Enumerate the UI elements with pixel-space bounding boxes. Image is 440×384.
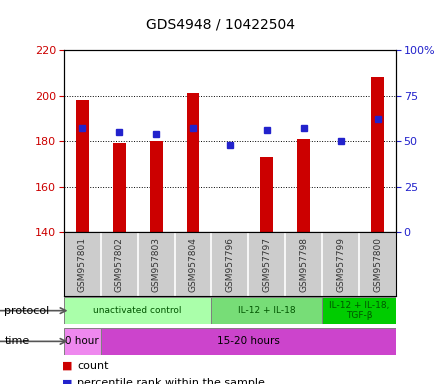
Bar — [150, 141, 162, 232]
Text: GSM957797: GSM957797 — [262, 237, 271, 292]
Text: protocol: protocol — [4, 306, 50, 316]
Text: GDS4948 / 10422504: GDS4948 / 10422504 — [146, 17, 294, 31]
Text: GSM957799: GSM957799 — [336, 237, 345, 292]
Text: time: time — [4, 336, 29, 346]
Text: GSM957801: GSM957801 — [78, 237, 87, 292]
Bar — [113, 143, 126, 232]
Bar — [64, 297, 212, 324]
Text: GSM957796: GSM957796 — [225, 237, 235, 292]
Bar — [187, 93, 199, 232]
Bar — [371, 77, 384, 232]
Text: ■: ■ — [62, 378, 72, 384]
Text: GSM957804: GSM957804 — [188, 237, 198, 292]
Bar — [101, 328, 396, 355]
Text: GSM957798: GSM957798 — [299, 237, 308, 292]
Text: count: count — [77, 361, 109, 371]
Text: IL-12 + IL-18,
TGF-β: IL-12 + IL-18, TGF-β — [329, 301, 389, 320]
Text: unactivated control: unactivated control — [93, 306, 182, 315]
Text: ■: ■ — [62, 361, 72, 371]
Bar — [64, 328, 101, 355]
Text: 0 hour: 0 hour — [66, 336, 99, 346]
Bar — [76, 100, 89, 232]
Text: GSM957803: GSM957803 — [151, 237, 161, 292]
Text: percentile rank within the sample: percentile rank within the sample — [77, 378, 265, 384]
Text: GSM957800: GSM957800 — [373, 237, 382, 292]
Bar — [322, 297, 396, 324]
Bar — [297, 139, 310, 232]
Text: GSM957802: GSM957802 — [115, 237, 124, 292]
Bar — [260, 157, 273, 232]
Text: IL-12 + IL-18: IL-12 + IL-18 — [238, 306, 296, 315]
Bar — [212, 297, 322, 324]
Text: 15-20 hours: 15-20 hours — [217, 336, 280, 346]
